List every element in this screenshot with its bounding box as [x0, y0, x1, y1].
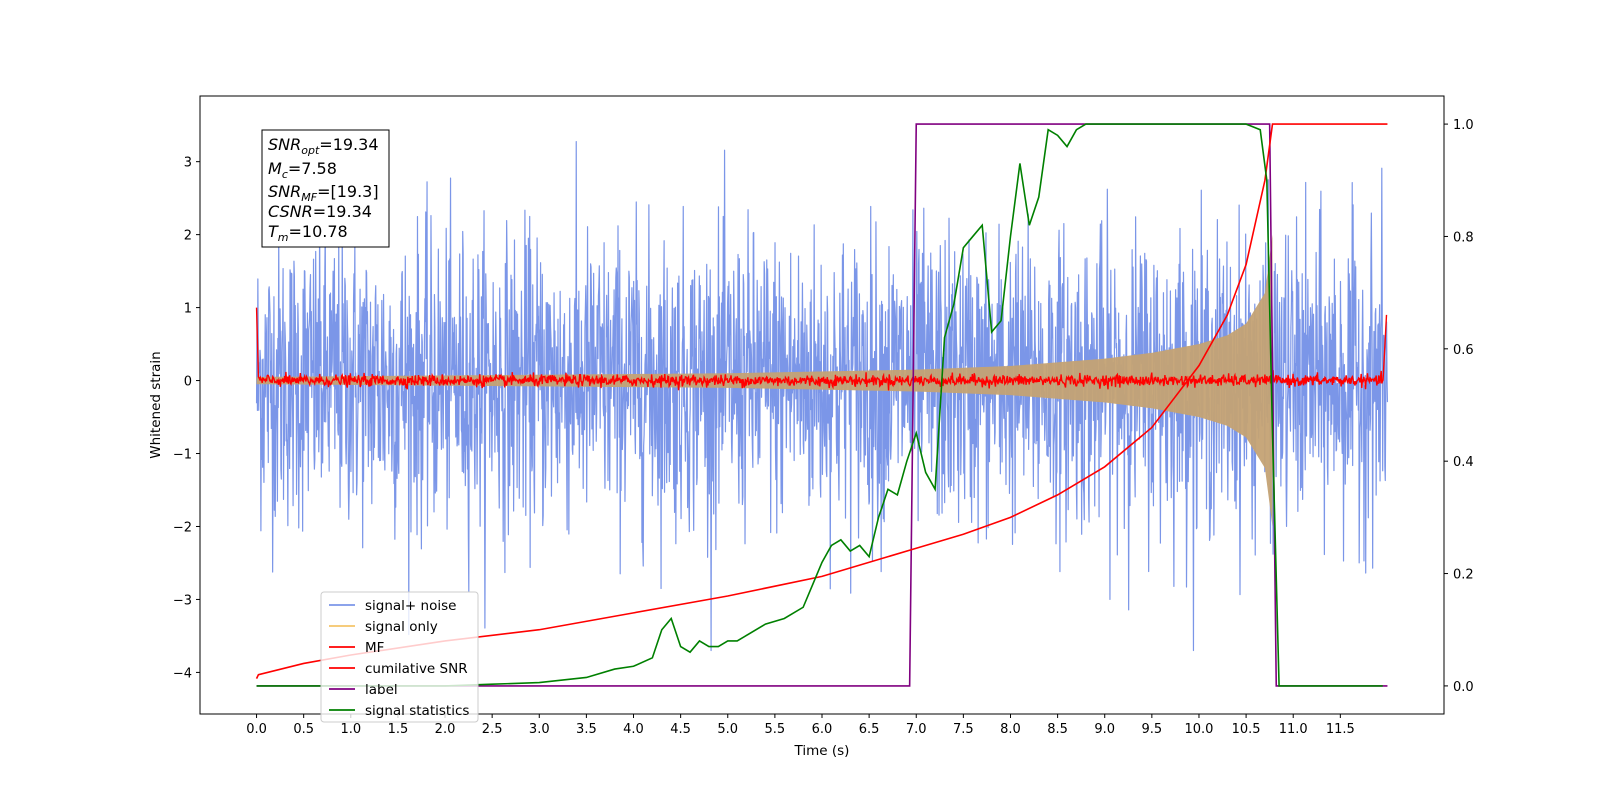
y-axis-label: Whitened strain — [148, 351, 164, 458]
y-tick-label: 2 — [184, 229, 192, 244]
stats-snr-opt: SNRopt=19.34 — [268, 135, 379, 157]
x-tick-label: 8.5 — [1047, 722, 1068, 737]
x-tick-label: 10.0 — [1184, 722, 1213, 737]
x-axis: 0.0 0.5 1.0 1.5 2.0 2.5 3.0 3.5 4.0 4.5 5.0 5.5 6.0 6… — [246, 714, 1355, 737]
x-tick-label: 9.5 — [1142, 722, 1163, 737]
x-axis-label: Time (s) — [794, 743, 850, 759]
x-tick-label: 11.5 — [1326, 722, 1355, 737]
legend-label: label — [365, 682, 398, 698]
stats-csnr: CSNR=19.34 — [268, 202, 372, 221]
legend-frame — [320, 591, 479, 723]
x-tick-label: 7.5 — [953, 722, 974, 737]
x-tick-label: 1.5 — [388, 722, 409, 737]
x-tick-label: 10.5 — [1232, 722, 1261, 737]
series-mf-line — [255, 307, 1388, 391]
x-tick-label: 4.0 — [623, 722, 644, 737]
x-tick-label: 6.5 — [859, 722, 880, 737]
legend-label: MF — [365, 640, 384, 656]
x-tick-label: 3.0 — [529, 722, 550, 737]
y2-tick-label: 0.0 — [1453, 680, 1474, 695]
x-tick-label: 7.0 — [906, 722, 927, 737]
legend-label: cumilative SNR — [365, 661, 468, 677]
y2-tick-label: 1.0 — [1453, 118, 1474, 133]
x-tick-label: 3.5 — [576, 722, 597, 737]
stats-tm: Tm=10.78 — [268, 222, 348, 244]
stats-box: SNRopt=19.34 Mc=7.58 SNRMF=[19.3] CSNR=1… — [261, 129, 390, 248]
legend-label: signal statistics — [365, 703, 469, 719]
y-tick-label: 3 — [184, 156, 192, 171]
y-tick-label: −3 — [173, 593, 192, 608]
stats-box-frame — [261, 129, 390, 248]
y-axis-right: 0.0 0.2 0.4 0.6 0.8 1.0 — [1444, 118, 1474, 695]
x-tick-label: 0.0 — [246, 722, 267, 737]
x-tick-label: 1.0 — [340, 722, 361, 737]
y-tick-label: 0 — [184, 375, 192, 390]
y-axis-left: 3 2 1 0 −1 −2 −3 −4 — [173, 156, 200, 681]
y-tick-label: −2 — [173, 520, 192, 535]
y-tick-label: −1 — [173, 448, 192, 463]
y-tick-label: 1 — [184, 302, 192, 317]
y2-tick-label: 0.8 — [1453, 230, 1474, 245]
y2-tick-label: 0.6 — [1453, 343, 1474, 358]
x-tick-label: 5.5 — [765, 722, 786, 737]
stats-mc: Mc=7.58 — [268, 159, 337, 181]
x-tick-label: 2.5 — [482, 722, 503, 737]
x-tick-label: 6.0 — [812, 722, 833, 737]
x-tick-label: 8.0 — [1000, 722, 1021, 737]
y2-tick-label: 0.4 — [1453, 455, 1474, 470]
legend-label: signal+ noise — [365, 598, 456, 614]
x-tick-label: 9.0 — [1094, 722, 1115, 737]
plot-area — [255, 123, 1389, 687]
x-tick-label: 4.5 — [670, 722, 691, 737]
x-tick-label: 11.0 — [1279, 722, 1308, 737]
x-tick-label: 0.5 — [293, 722, 314, 737]
legend: signal+ noise signal only MF cumilative SNR… — [320, 591, 479, 723]
legend-label: signal only — [365, 619, 438, 635]
y2-tick-label: 0.2 — [1453, 568, 1474, 583]
series-signal-statistics-line — [256, 123, 1383, 687]
stats-snr-mf: SNRMF=[19.3] — [268, 182, 379, 204]
x-tick-label: 5.0 — [717, 722, 738, 737]
x-tick-label: 2.0 — [435, 722, 456, 737]
y-tick-label: −4 — [173, 666, 192, 681]
